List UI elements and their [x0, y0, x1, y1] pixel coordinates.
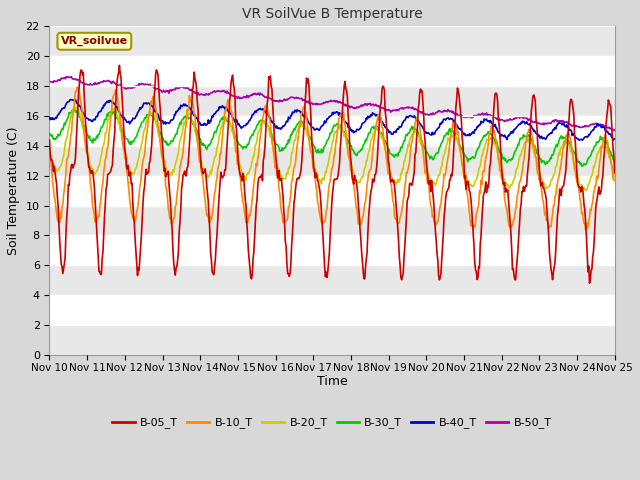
- Text: VR_soilvue: VR_soilvue: [61, 36, 128, 47]
- Legend: B-05_T, B-10_T, B-20_T, B-30_T, B-40_T, B-50_T: B-05_T, B-10_T, B-20_T, B-30_T, B-40_T, …: [108, 413, 556, 433]
- Bar: [49, 26, 614, 56]
- Y-axis label: Soil Temperature (C): Soil Temperature (C): [7, 126, 20, 255]
- Bar: [49, 205, 614, 236]
- Bar: [49, 325, 614, 355]
- Bar: [49, 86, 614, 116]
- Bar: [49, 265, 614, 295]
- X-axis label: Time: Time: [317, 375, 348, 388]
- Bar: [49, 146, 614, 176]
- Title: VR SoilVue B Temperature: VR SoilVue B Temperature: [242, 7, 422, 21]
